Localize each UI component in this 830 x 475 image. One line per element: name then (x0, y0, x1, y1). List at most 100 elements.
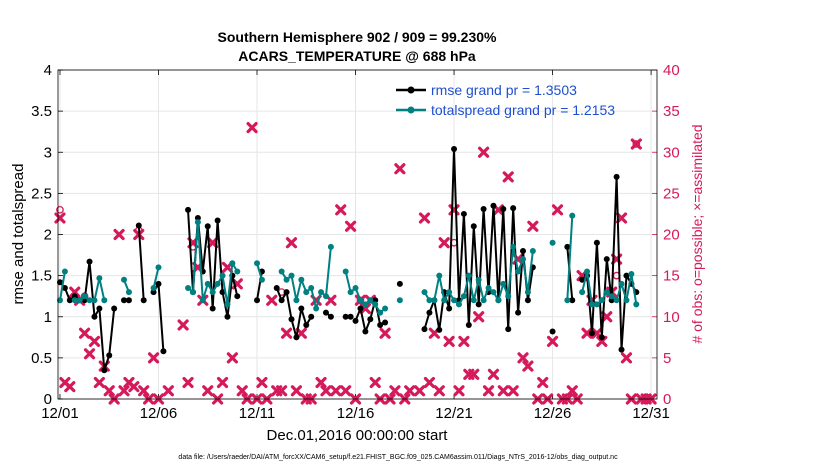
rmse-point (549, 328, 556, 335)
rmse-point (283, 289, 290, 296)
obs-assimilated-marker (620, 352, 633, 364)
rmse-point (396, 280, 403, 287)
totalspread-point (125, 289, 132, 296)
rmse-point (298, 305, 305, 312)
rmse-point (273, 284, 280, 291)
obs-assimilated-marker (389, 385, 401, 397)
totalspread-point (431, 297, 438, 304)
rmse-point (293, 334, 300, 341)
totalspread-point (598, 297, 605, 304)
rmse-point (194, 215, 201, 222)
totalspread-point (446, 289, 453, 296)
totalspread-point (155, 264, 162, 271)
obs-assimilated-marker (256, 376, 268, 389)
totalspread-point (214, 280, 221, 287)
obs-assimilated-marker (345, 220, 357, 232)
obs-assimilated-marker (138, 385, 150, 397)
y-axis-label-left: rmse and totalspread (10, 164, 27, 305)
totalspread-point (421, 289, 428, 296)
totalspread-point (258, 276, 265, 283)
rmse-point (451, 145, 458, 152)
totalspread-point (91, 297, 98, 304)
y-tick-label-left: 2 (44, 227, 52, 244)
y-tick-label-right: 35 (663, 103, 680, 120)
chart-subtitle: ACARS_TEMPERATURE @ 688 hPa (238, 48, 476, 64)
totalspread-point (308, 284, 315, 291)
totalspread-point (382, 305, 389, 312)
rmse-point (125, 297, 132, 304)
rmse-point (96, 305, 103, 312)
rmse-point (327, 313, 334, 320)
y-tick-label-right: 5 (663, 350, 671, 367)
obs-assimilated-marker (433, 385, 445, 397)
rmse-point (515, 309, 522, 316)
totalspread-point (278, 268, 285, 275)
y-tick-label-right: 10 (663, 309, 680, 326)
obs-assimilated-marker (468, 368, 480, 380)
obs-assimilated-marker (453, 385, 465, 397)
totalspread-point (189, 289, 196, 296)
legend-spread-marker (407, 106, 415, 114)
totalspread-point (608, 293, 615, 300)
totalspread-point (283, 276, 290, 283)
totalspread-point (76, 297, 83, 304)
totalspread-point (298, 276, 305, 283)
totalspread-point (515, 268, 522, 275)
totalspread-point (86, 297, 93, 304)
x-tick-label: 12/16 (337, 405, 375, 422)
totalspread-point (367, 297, 374, 304)
obs-assimilated-marker (280, 327, 293, 339)
totalspread-point (485, 284, 492, 291)
totalspread-point (628, 270, 635, 277)
totalspread-point (322, 293, 329, 300)
y-tick-label-right: 15 (663, 268, 680, 285)
rmse-point (564, 243, 571, 250)
obs-assimilated-marker (246, 121, 258, 134)
obs-assimilated-marker (581, 327, 593, 339)
totalspread-point (81, 293, 88, 300)
y-tick-label-right: 0 (663, 391, 671, 408)
totalspread-point (313, 305, 320, 312)
rmse-point (224, 313, 231, 320)
rmse-point (520, 247, 527, 254)
y-tick-label-left: 3 (44, 144, 52, 161)
rmse-point (278, 297, 285, 304)
obs-assimilated-marker (69, 286, 81, 298)
obs-assimilated-marker (473, 311, 485, 323)
rmse-point (347, 313, 354, 320)
rmse-point (613, 173, 620, 180)
y-tick-label-right: 25 (663, 185, 680, 202)
rmse-point (579, 276, 586, 283)
rmse-point (470, 223, 477, 230)
obs-assimilated-marker (266, 294, 278, 306)
rmse-point (490, 202, 497, 209)
obs-assimilated-marker (537, 376, 549, 389)
totalspread-point (623, 297, 630, 304)
totalspread-point (495, 297, 502, 304)
obs-assimilated-marker (359, 302, 371, 315)
totalspread-point (372, 301, 379, 308)
totalspread-line (581, 270, 638, 306)
rmse-point (500, 206, 507, 213)
rmse-point (254, 297, 261, 304)
rmse-point (66, 297, 73, 304)
y-axis-label-right: # of obs: o=possible; ×=assimilated (689, 124, 705, 343)
rmse-point (81, 297, 88, 304)
rmse-point (219, 289, 226, 296)
rmse-point (618, 346, 625, 353)
obs-assimilated-marker (182, 376, 194, 389)
obs-assimilated-marker (458, 335, 470, 348)
y-tick-label-right: 20 (663, 227, 680, 244)
obs-assimilated-marker (596, 335, 608, 348)
totalspread-point (500, 280, 507, 287)
totalspread-line (566, 215, 574, 301)
obs-assimilated-marker (285, 237, 298, 249)
rmse-point (288, 316, 295, 323)
rmse-point (475, 301, 482, 308)
totalspread-point (529, 247, 536, 254)
totalspread-point (436, 272, 443, 279)
rmse-point (426, 309, 433, 316)
totalspread-point (451, 297, 458, 304)
rmse-point (608, 297, 615, 304)
totalspread-point (480, 297, 487, 304)
